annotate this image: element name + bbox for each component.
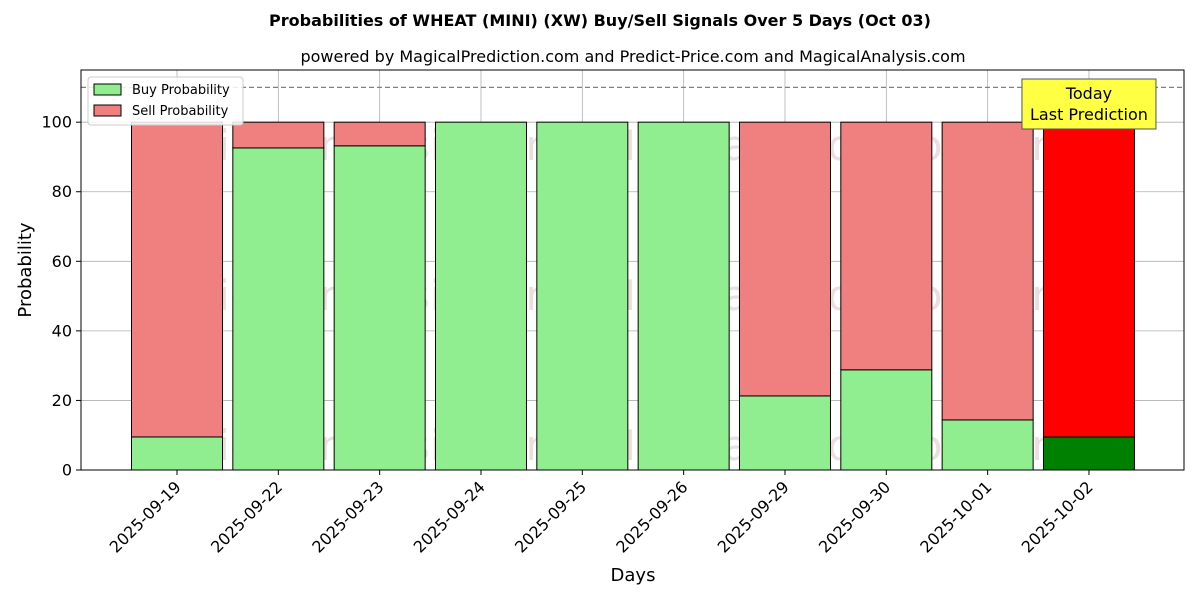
- bar-sell-2025-09-30: [840, 121, 933, 371]
- legend-swatch-1: [93, 104, 122, 117]
- bar-buy-2025-09-29: [738, 395, 831, 471]
- legend: Buy Probability Sell Probability: [87, 76, 244, 126]
- y-tick-label: 20: [52, 391, 72, 410]
- y-tick-label: 40: [52, 321, 72, 340]
- x-tick-label: 2025-10-02: [1018, 477, 1097, 556]
- x-tick-label: 2025-09-29: [714, 477, 793, 556]
- bar-sell-2025-09-29: [738, 121, 831, 397]
- bar-buy-2025-09-22: [232, 147, 325, 471]
- y-tick-label: 60: [52, 252, 72, 271]
- bar-buy-2025-09-23: [333, 145, 426, 471]
- annotation-line: Last Prediction: [1030, 105, 1148, 124]
- y-tick-label: 80: [52, 182, 72, 201]
- bars: [131, 121, 1135, 471]
- y-axis-label: Probability: [15, 222, 36, 317]
- today-annotation: Today Last Prediction: [1021, 78, 1157, 130]
- bar-sell-2025-10-01: [941, 121, 1034, 421]
- x-tick-label: 2025-09-26: [612, 477, 691, 556]
- y-axis: 0 20 40 60 80 100: [41, 113, 81, 480]
- annotation-box: [1021, 78, 1157, 130]
- x-tick-label: 2025-09-25: [511, 477, 590, 556]
- legend-swatch-0: [93, 83, 122, 96]
- plot-frame: [80, 69, 1185, 471]
- bar-buy-2025-09-30: [840, 369, 933, 471]
- x-tick-label: 2025-09-24: [410, 477, 489, 556]
- legend-box: [87, 76, 244, 126]
- legend-label: Sell Probability: [132, 104, 229, 119]
- annotation-line: Today: [1065, 84, 1112, 103]
- bar-buy-2025-10-01: [941, 419, 1034, 471]
- x-tick-label: 2025-09-22: [207, 477, 286, 556]
- bar-sell-2025-09-23: [333, 121, 426, 147]
- x-axis: 2025-09-19 2025-09-22 2025-09-23 2025-09-24…: [106, 470, 1097, 557]
- bar-sell-2025-09-22: [232, 121, 325, 149]
- y-tick-label: 0: [62, 461, 72, 480]
- chart-subtitle: powered by MagicalPrediction.com and Pre…: [300, 47, 965, 66]
- y-tick-label: 100: [41, 113, 72, 132]
- bar-buy-2025-09-26: [637, 121, 730, 471]
- bar-buy-2025-09-24: [434, 121, 527, 471]
- x-tick-label: 2025-10-01: [916, 477, 995, 556]
- x-tick-label: 2025-09-30: [815, 477, 894, 556]
- bar-sell-2025-09-19: [131, 121, 223, 438]
- bar-sell-2025-10-02: [1042, 121, 1135, 438]
- bar-buy-2025-10-02: [1042, 436, 1135, 471]
- x-tick-label: 2025-09-23: [308, 477, 387, 556]
- x-axis-label: Days: [611, 565, 656, 586]
- x-tick-label: 2025-09-19: [106, 477, 185, 556]
- legend-label: Buy Probability: [132, 83, 230, 98]
- bar-buy-2025-09-25: [536, 121, 629, 471]
- chart-title: Probabilities of WHEAT (MINI) (XW) Buy/S…: [269, 11, 931, 30]
- bar-buy-2025-09-19: [131, 436, 223, 471]
